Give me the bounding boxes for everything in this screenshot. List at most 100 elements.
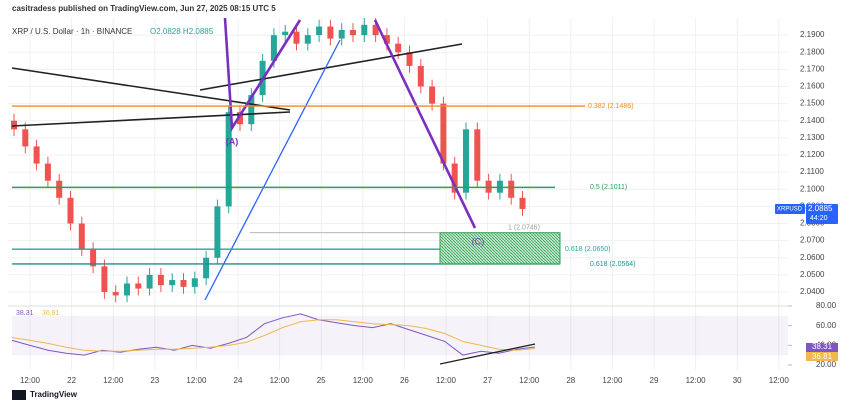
target-zone (439, 232, 561, 265)
candle-body (406, 52, 413, 66)
y-tick-label: 2.0700 (800, 236, 825, 245)
candle-body (417, 65, 424, 87)
rsi-badge-value: 36.81 (812, 352, 833, 361)
y-tick-label: 2.1800 (800, 47, 825, 56)
candle-body (338, 29, 345, 39)
trend-line (199, 43, 463, 91)
rsi-badge (806, 342, 838, 352)
candle-body (56, 180, 63, 198)
candle-body (395, 43, 402, 53)
candle-body (440, 103, 447, 164)
price-badge (806, 203, 838, 224)
candle-body (429, 86, 436, 104)
candle-body (237, 112, 243, 125)
x-tick-label: 29 (650, 376, 659, 385)
brand-logo (12, 390, 26, 400)
fib-label: 0.618 (2.0650) (565, 246, 611, 253)
wave-label: (A) (226, 136, 239, 146)
divergence-line (439, 343, 536, 365)
candle-body (78, 223, 85, 250)
candle-body (451, 163, 458, 193)
x-tick-label: 12:00 (270, 376, 291, 385)
x-tick-label: 12:00 (103, 376, 124, 385)
candle-body (372, 24, 379, 36)
x-tick-label: 12:00 (686, 376, 707, 385)
candle-body (11, 120, 17, 130)
blue-line (204, 39, 341, 301)
y-tick-label: 2.1000 (800, 184, 825, 193)
x-tick-label: 22 (67, 376, 76, 385)
symbol-title: XRP / U.S. Dollar · 1h · BINANCE (12, 27, 132, 36)
x-tick-label: 24 (234, 376, 243, 385)
candle-body (304, 35, 311, 44)
x-tick-label: 12:00 (353, 376, 374, 385)
rsi-legend: 38.31 (16, 310, 34, 317)
y-tick-label: 2.1200 (800, 150, 825, 159)
candle-body (225, 112, 232, 207)
price-pane (8, 18, 788, 303)
fib-label: 1 (2.0746) (508, 225, 540, 232)
candle-body (169, 280, 176, 286)
candle-body (327, 26, 334, 39)
candle-body (90, 249, 97, 267)
candle-body (248, 95, 255, 125)
price-badge-symbol: XRPUSD (777, 207, 803, 213)
candle-body (157, 274, 164, 286)
y-tick-label: 2.1300 (800, 133, 825, 142)
fib-label: 0.5 (2.1011) (590, 184, 627, 191)
x-tick-label: 12:00 (769, 376, 790, 385)
x-tick-label: 12:00 (20, 376, 41, 385)
candle-body (146, 274, 153, 289)
y-tick-label: 2.1100 (800, 167, 824, 176)
candle-body (519, 197, 526, 209)
price-badge (775, 203, 805, 214)
y-tick-label: 2.1700 (800, 64, 825, 73)
y-tick-label: 2.0400 (800, 287, 825, 296)
rsi-badge-value: 38.31 (812, 342, 833, 351)
x-tick-label: 28 (566, 376, 575, 385)
candle-body (124, 283, 130, 296)
candle-body (508, 180, 515, 198)
drawings (11, 18, 585, 301)
candle-body (463, 129, 469, 193)
x-tick-label: 12:00 (602, 376, 623, 385)
rsi-badge (806, 351, 838, 361)
wave-label: (C) (472, 236, 485, 246)
candle-body (180, 280, 187, 287)
trend-line (11, 67, 291, 111)
candle-body (350, 29, 356, 36)
candle-body (282, 31, 289, 36)
candle-body (101, 266, 108, 293)
candle-body (214, 206, 221, 258)
candle-body (361, 24, 368, 36)
rsi-tick-label: 20.00 (816, 360, 837, 369)
author-line: casitradess published on TradingView.com… (12, 4, 276, 13)
wave-line (373, 19, 477, 229)
x-tick-label: 30 (733, 376, 742, 385)
candle-body (316, 26, 323, 36)
countdown: 44:20 (810, 215, 828, 222)
candle-body (203, 257, 210, 279)
y-tick-label: 2.1400 (800, 116, 825, 125)
rsi-tick-label: 80.00 (816, 301, 837, 310)
y-tick-label: 2.0600 (800, 253, 825, 262)
x-tick-label: 27 (483, 376, 492, 385)
x-tick-label: 26 (400, 376, 409, 385)
brand: TradingView (30, 390, 78, 399)
rsi-legend: 36.81 (42, 310, 60, 317)
y-tick-label: 2.0500 (800, 270, 825, 279)
y-tick-label: 2.1900 (800, 30, 825, 39)
candle-body (67, 197, 74, 224)
candle-body (474, 129, 481, 181)
candle-body (22, 129, 29, 147)
candle-body (270, 35, 277, 61)
last-price: 2.0885 (808, 204, 833, 213)
fib-label: 0.382 (2.1486) (588, 103, 634, 110)
x-tick-label: 23 (150, 376, 159, 385)
ohlc-text: O2.0828 H2.0885 (150, 27, 214, 36)
x-tick-label: 12:00 (436, 376, 457, 385)
candle-body (112, 292, 119, 296)
